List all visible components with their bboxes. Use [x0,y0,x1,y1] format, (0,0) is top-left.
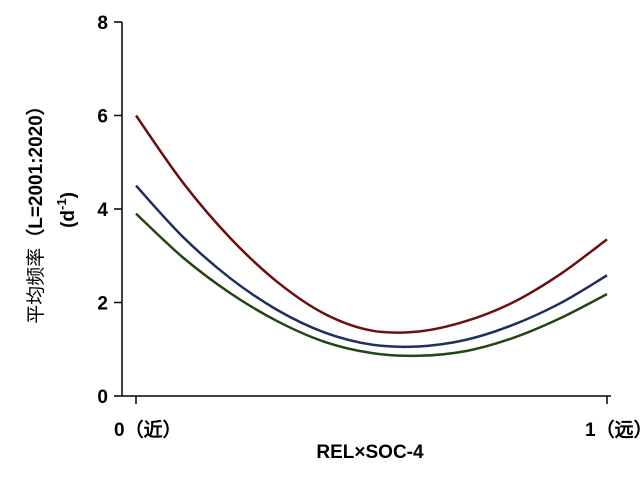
y-axis-title: 平均频率（L=2001:2020） (d-1) [24,96,79,324]
y-axis-title-unit-open: (d [58,210,79,228]
y-tick-label: 4 [97,200,108,221]
series-layer [134,114,608,358]
x-ticks: 0（近） 1（远） [114,396,640,441]
x-tick-label: 0（近） [114,418,182,441]
series-line-1 [134,114,608,334]
axes [121,22,611,397]
series-line-2 [135,184,608,349]
y-tick-label: 8 [97,13,108,34]
y-axis-title-unit-close: ) [58,192,79,198]
y-axis-title-cjk: 平均频率 [25,248,47,324]
y-axis-title-line1: 平均频率（L=2001:2020） [24,96,47,324]
y-axis-title-period: （L=2001:2020） [24,96,47,248]
y-axis-title-line2: (d-1) [54,192,79,228]
y-ticks: 0 2 4 6 8 [97,13,122,408]
x-axis-title: REL×SOC-4 [316,442,424,463]
x-tick-label: 1（远） [585,418,640,441]
y-tick-label: 0 [97,387,108,408]
y-tick-label: 2 [97,294,108,315]
y-tick-label: 6 [97,107,108,128]
series-line-3 [135,212,608,358]
y-axis-title-unit-sup: -1 [54,198,69,210]
